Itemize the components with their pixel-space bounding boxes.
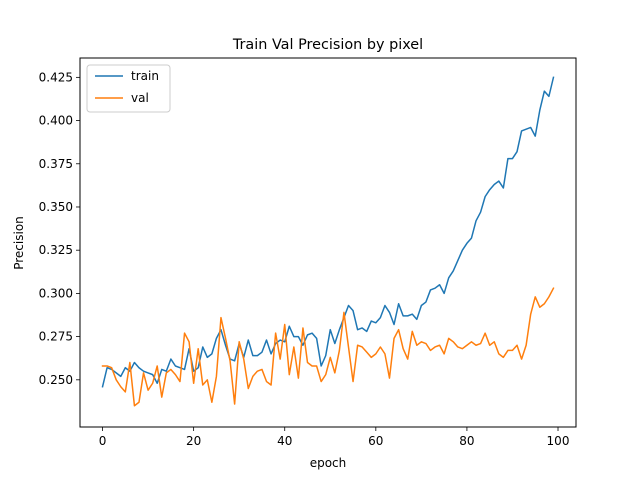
x-tick-label: 40: [277, 434, 292, 448]
y-axis: 0.250 0.275 0.300 0.325 0.350 0.375 0.400 0.425: [39, 70, 80, 387]
legend-label-val: val: [131, 91, 149, 105]
chart-title: Train Val Precision by pixel: [232, 37, 423, 53]
y-tick-label: 0.425: [39, 70, 73, 84]
y-tick-label: 0.400: [39, 114, 73, 128]
y-tick-label: 0.325: [39, 243, 73, 257]
series-line-train: [101, 76, 555, 388]
x-tick-label: 100: [547, 434, 570, 448]
y-tick-label: 0.375: [39, 157, 73, 171]
y-tick-label: 0.300: [39, 286, 73, 300]
series-line-val: [101, 287, 555, 407]
x-axis: 0 20 40 60 80 100: [99, 427, 570, 448]
x-tick-label: 0: [99, 434, 107, 448]
y-tick-label: 0.275: [39, 330, 73, 344]
x-tick-label: 60: [368, 434, 383, 448]
y-tick-label: 0.250: [39, 373, 73, 387]
legend: train val: [86, 64, 171, 113]
y-tick-label: 0.350: [39, 200, 73, 214]
x-tick-label: 80: [459, 434, 474, 448]
plot-area-frame: [79, 57, 577, 428]
legend-label-train: train: [131, 69, 159, 83]
plot-lines: [101, 76, 555, 407]
y-axis-label: Precision: [12, 216, 26, 270]
x-tick-label: 20: [186, 434, 201, 448]
x-axis-label: epoch: [310, 456, 347, 470]
